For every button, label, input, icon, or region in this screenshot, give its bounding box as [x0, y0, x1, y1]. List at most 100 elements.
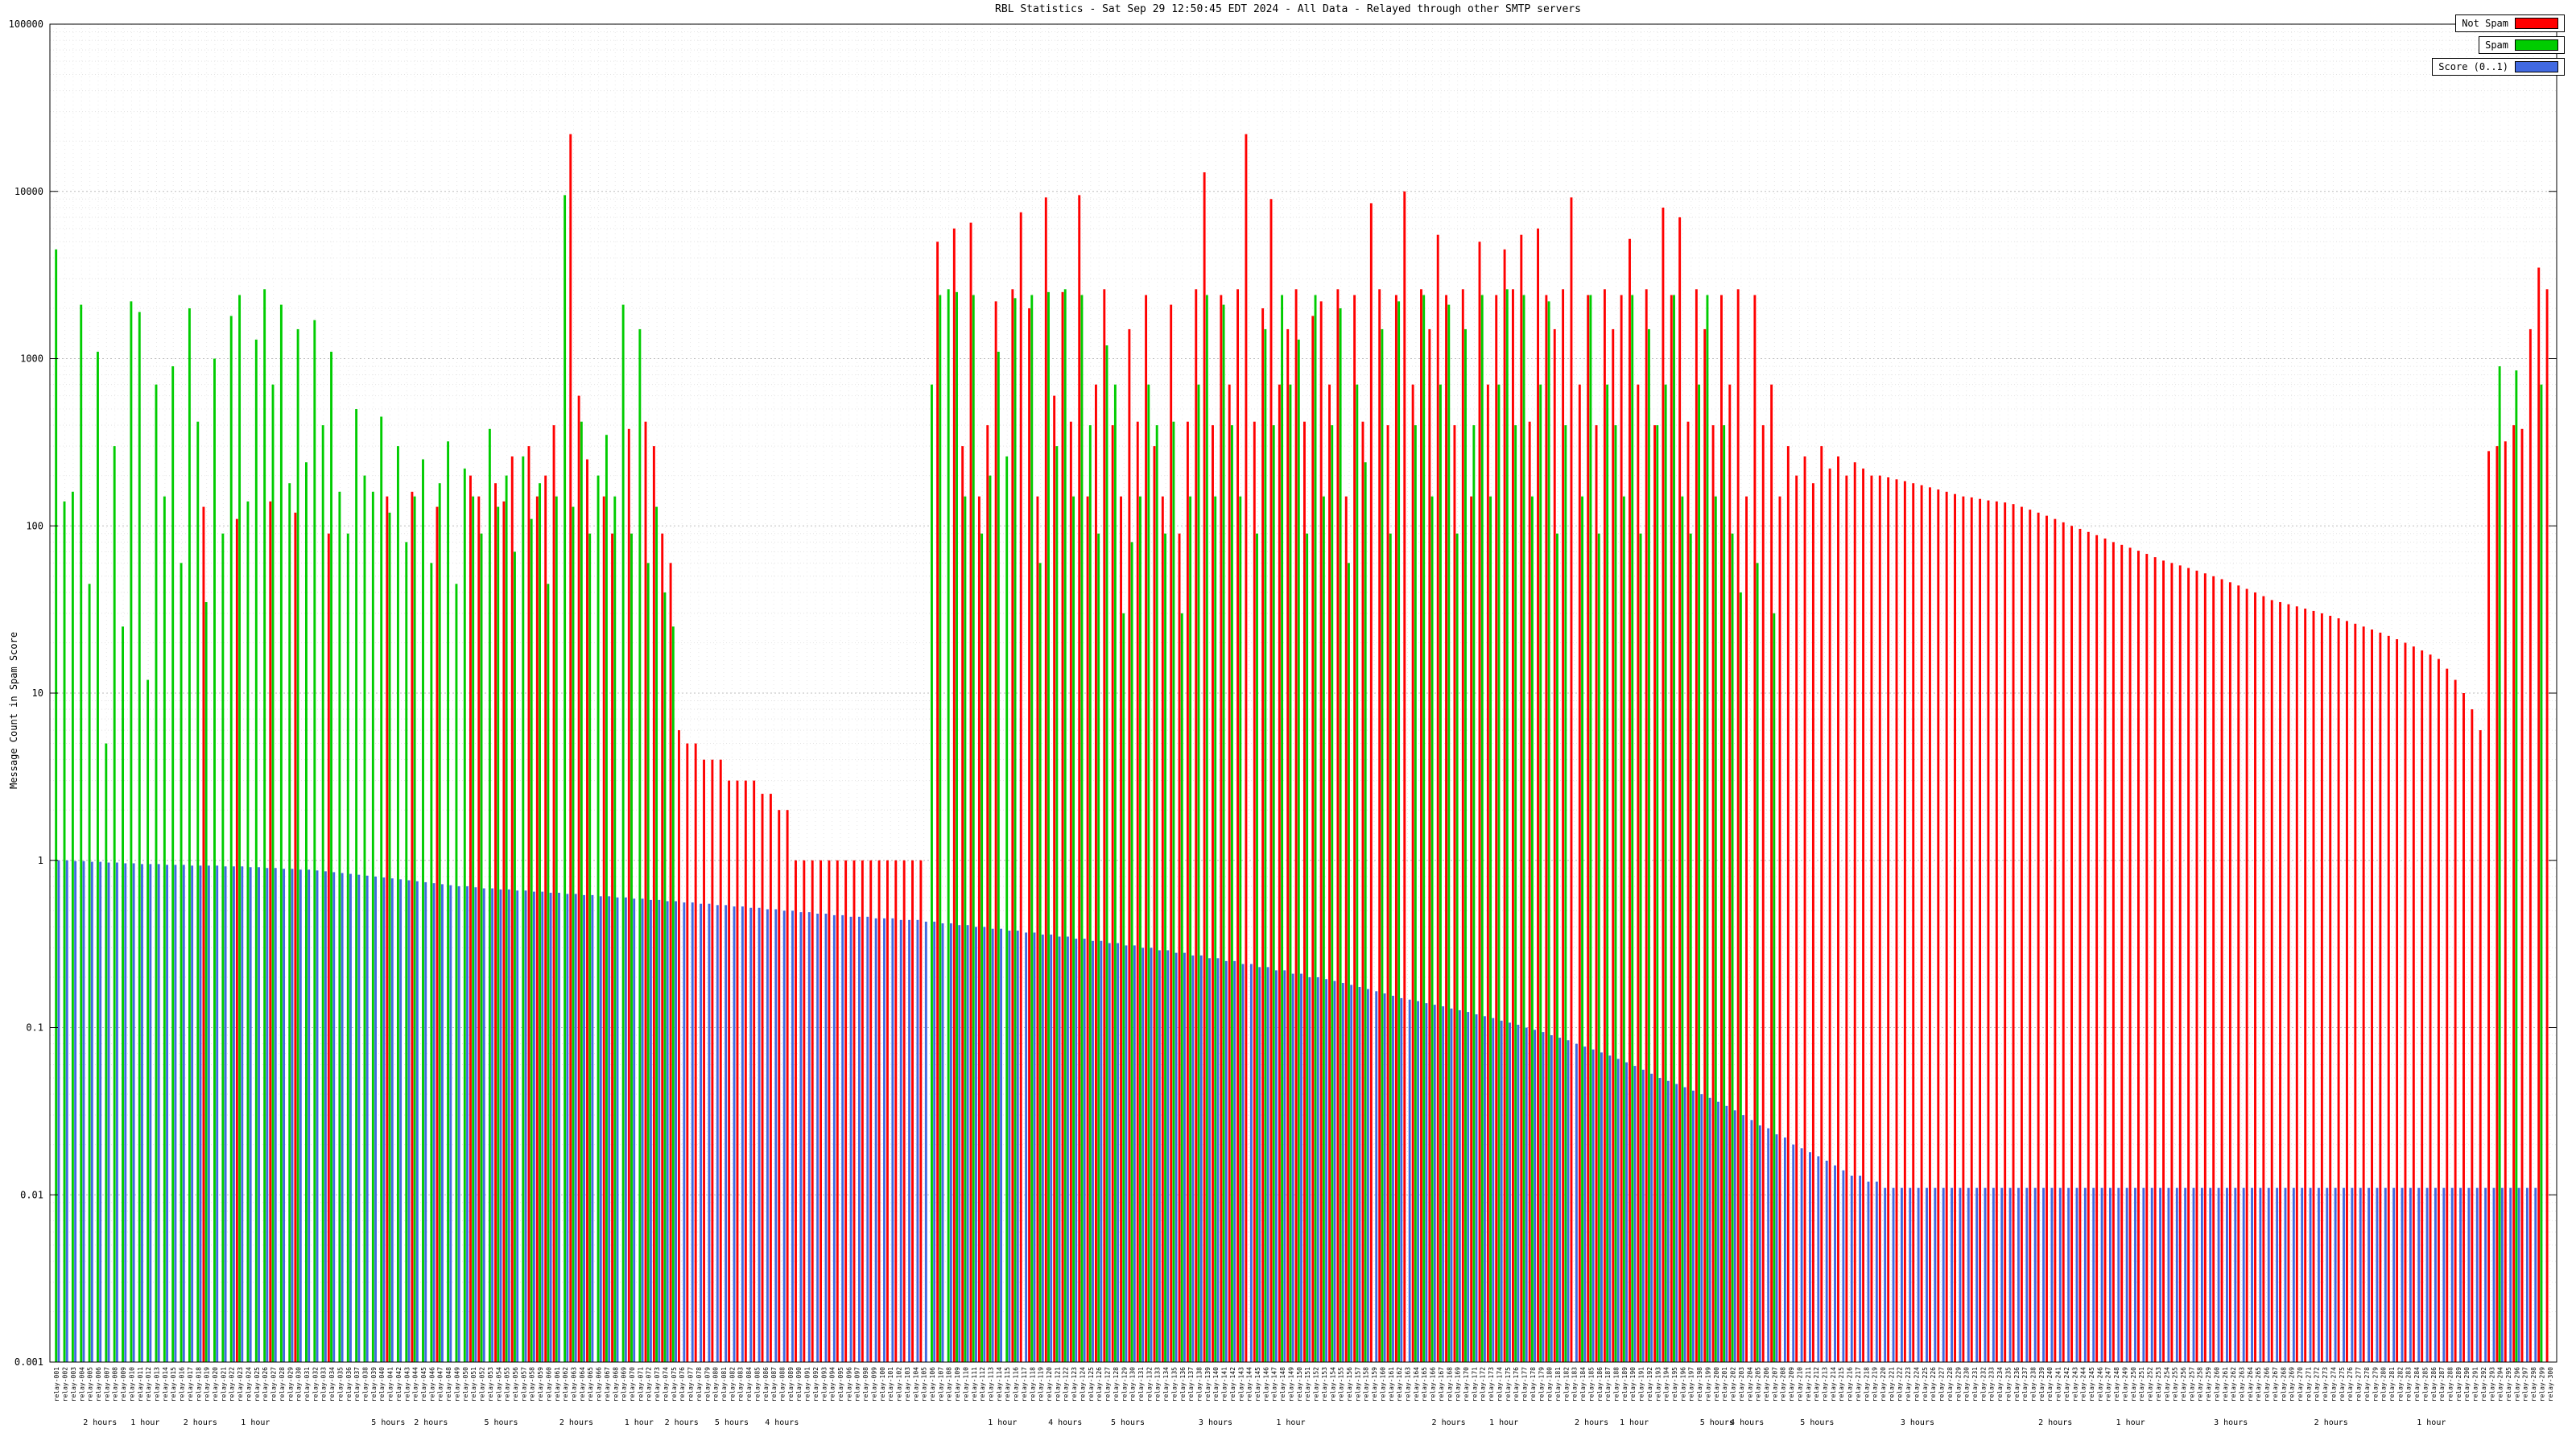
x-tick-label: relay-126: [1096, 1367, 1103, 1402]
x-tick-label: relay-054: [495, 1367, 502, 1402]
x-tick-label: relay-184: [1579, 1367, 1587, 1402]
bar: [1166, 950, 1170, 1362]
bar: [1356, 384, 1359, 1362]
x-tick-label: relay-200: [1713, 1367, 1720, 1402]
bar: [1975, 1187, 1979, 1362]
x-tick-label: relay-224: [1913, 1367, 1920, 1402]
bar: [1758, 1125, 1761, 1362]
bar: [535, 496, 539, 1363]
x-tick-label: relay-236: [2013, 1367, 2021, 1402]
x-tick-label: relay-113: [988, 1367, 995, 1402]
x-annotation: 2 hours: [665, 1418, 699, 1427]
bar: [1053, 395, 1056, 1362]
x-tick-label: relay-204: [1746, 1367, 1753, 1402]
bar: [2520, 428, 2524, 1362]
bar: [616, 897, 619, 1362]
bar: [931, 384, 933, 1362]
bar: [1731, 533, 1734, 1362]
x-annotation: 1 hour: [1620, 1418, 1649, 1427]
bar: [2095, 535, 2099, 1363]
bar: [1331, 425, 1334, 1362]
x-tick-label: relay-159: [1371, 1367, 1378, 1402]
bar: [82, 861, 85, 1362]
bar: [246, 501, 250, 1363]
bar: [1086, 496, 1089, 1363]
x-tick-label: relay-259: [2205, 1367, 2212, 1402]
bar: [1622, 496, 1625, 1363]
x-tick-label: relay-035: [336, 1367, 344, 1402]
bar: [1564, 425, 1567, 1362]
x-tick-label: relay-226: [1930, 1367, 1937, 1402]
bar: [2295, 606, 2298, 1362]
bar: [1681, 496, 1684, 1363]
bar: [1183, 952, 1186, 1362]
bar: [1658, 1078, 1662, 1362]
bar: [1800, 1148, 1803, 1362]
bar: [1030, 295, 1034, 1362]
x-tick-label: relay-009: [120, 1367, 127, 1402]
x-tick-label: relay-166: [1430, 1367, 1437, 1402]
bar: [166, 865, 169, 1362]
bar: [2092, 1187, 2095, 1362]
bar: [1308, 976, 1311, 1362]
x-tick-label: relay-111: [971, 1367, 978, 1402]
bar: [1480, 295, 1484, 1362]
bar: [2509, 1187, 2512, 1362]
bar: [1887, 477, 1890, 1362]
x-tick-label: relay-290: [2463, 1367, 2471, 1402]
bar: [1205, 295, 1208, 1362]
x-tick-label: relay-228: [1946, 1367, 1954, 1402]
bar: [977, 496, 980, 1363]
bar: [1884, 1187, 1887, 1362]
x-tick-label: relay-180: [1546, 1367, 1554, 1402]
x-tick-label: relay-175: [1505, 1367, 1512, 1402]
bar: [577, 395, 580, 1362]
bar: [2008, 1187, 2012, 1362]
bar: [1556, 533, 1558, 1362]
x-tick-label: relay-088: [779, 1367, 786, 1402]
bar: [1650, 1073, 1653, 1362]
bar: [1088, 425, 1092, 1362]
bar: [774, 909, 778, 1362]
x-tick-label: relay-280: [2380, 1367, 2388, 1402]
bar: [1620, 295, 1623, 1362]
bar: [305, 462, 308, 1362]
x-tick-label: relay-287: [2438, 1367, 2446, 1402]
bar: [480, 533, 483, 1362]
bar: [294, 512, 297, 1363]
x-tick-label: relay-215: [1838, 1367, 1845, 1402]
x-tick-label: relay-001: [53, 1367, 60, 1402]
bar: [916, 919, 919, 1362]
x-tick-label: relay-284: [2413, 1367, 2421, 1402]
legend-swatch-spam: [2515, 39, 2558, 51]
bar: [1447, 304, 1451, 1362]
bar: [1136, 421, 1139, 1362]
bar: [155, 384, 158, 1362]
bar: [1578, 384, 1581, 1362]
bar: [1394, 295, 1397, 1362]
bar: [1216, 958, 1220, 1362]
x-tick-label: relay-163: [1405, 1367, 1412, 1402]
x-tick-label: relay-130: [1129, 1367, 1137, 1402]
x-tick-label: relay-176: [1513, 1367, 1520, 1402]
bar: [1653, 425, 1657, 1362]
x-tick-label: relay-057: [520, 1367, 527, 1402]
x-annotation: 1 hour: [625, 1418, 654, 1427]
x-tick-label: relay-270: [2297, 1367, 2304, 1402]
bar: [396, 446, 399, 1362]
bar: [883, 918, 886, 1362]
bar: [655, 506, 658, 1362]
bar: [1044, 197, 1047, 1362]
x-tick-label: relay-019: [204, 1367, 211, 1402]
x-tick-label: relay-015: [170, 1367, 177, 1402]
bar: [1369, 203, 1373, 1363]
bar: [624, 897, 627, 1362]
bar: [463, 469, 466, 1362]
bar: [1153, 446, 1156, 1362]
x-tick-label: relay-082: [729, 1367, 736, 1402]
bar: [1283, 970, 1286, 1362]
x-tick-label: relay-034: [328, 1367, 336, 1402]
bar: [1825, 1160, 1828, 1362]
bar: [341, 873, 344, 1362]
bar: [1113, 384, 1117, 1362]
